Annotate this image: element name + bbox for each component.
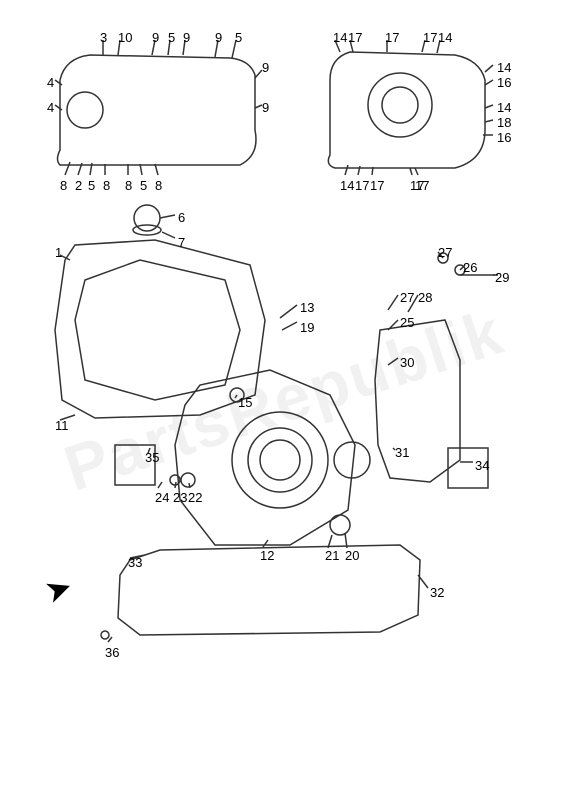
callout-17: 17 xyxy=(385,30,399,45)
callout-19: 19 xyxy=(300,320,314,335)
callout-35: 35 xyxy=(145,450,159,465)
callout-17: 17 xyxy=(355,178,369,193)
callout-3: 3 xyxy=(100,30,107,45)
callout-14: 14 xyxy=(497,100,511,115)
callout-27: 27 xyxy=(438,245,452,260)
callout-8: 8 xyxy=(125,178,132,193)
callout-8: 8 xyxy=(155,178,162,193)
callout-24: 24 xyxy=(155,490,169,505)
callout-5: 5 xyxy=(140,178,147,193)
callout-32: 32 xyxy=(430,585,444,600)
callout-34: 34 xyxy=(475,458,489,473)
callout-30: 30 xyxy=(400,355,414,370)
callout-2: 2 xyxy=(75,178,82,193)
callout-8: 8 xyxy=(60,178,67,193)
callout-11: 11 xyxy=(55,418,69,433)
callout-17: 17 xyxy=(415,178,429,193)
callout-13: 13 xyxy=(300,300,314,315)
callout-17: 17 xyxy=(370,178,384,193)
callout-6: 6 xyxy=(178,210,185,225)
callout-5: 5 xyxy=(88,178,95,193)
callout-14: 14 xyxy=(333,30,347,45)
callout-14: 14 xyxy=(497,60,511,75)
callout-25: 25 xyxy=(400,315,414,330)
callout-22: 22 xyxy=(188,490,202,505)
callout-33: 33 xyxy=(128,555,142,570)
callout-5: 5 xyxy=(235,30,242,45)
callout-15: 15 xyxy=(238,395,252,410)
callout-16: 16 xyxy=(497,130,511,145)
callout-9: 9 xyxy=(183,30,190,45)
callout-20: 20 xyxy=(345,548,359,563)
callout-4: 4 xyxy=(47,100,54,115)
callout-10: 10 xyxy=(118,30,132,45)
callout-29: 29 xyxy=(495,270,509,285)
callout-14: 14 xyxy=(438,30,452,45)
callout-17: 17 xyxy=(348,30,362,45)
callout-4: 4 xyxy=(47,75,54,90)
callout-8: 8 xyxy=(103,178,110,193)
callout-16: 16 xyxy=(497,75,511,90)
callout-18: 18 xyxy=(497,115,511,130)
callout-31: 31 xyxy=(395,445,409,460)
callout-17: 17 xyxy=(423,30,437,45)
callout-9: 9 xyxy=(215,30,222,45)
callout-9: 9 xyxy=(262,100,269,115)
callout-7: 7 xyxy=(178,235,185,250)
callout-5: 5 xyxy=(168,30,175,45)
callout-9: 9 xyxy=(262,60,269,75)
callout-36: 36 xyxy=(105,645,119,660)
callout-26: 26 xyxy=(463,260,477,275)
callout-14: 14 xyxy=(340,178,354,193)
callout-1: 1 xyxy=(55,245,62,260)
callout-27: 27 xyxy=(400,290,414,305)
callout-9: 9 xyxy=(152,30,159,45)
callout-12: 12 xyxy=(260,548,274,563)
callout-28: 28 xyxy=(418,290,432,305)
callout-21: 21 xyxy=(325,548,339,563)
parts-diagram-svg xyxy=(0,0,567,800)
callout-23: 23 xyxy=(173,490,187,505)
